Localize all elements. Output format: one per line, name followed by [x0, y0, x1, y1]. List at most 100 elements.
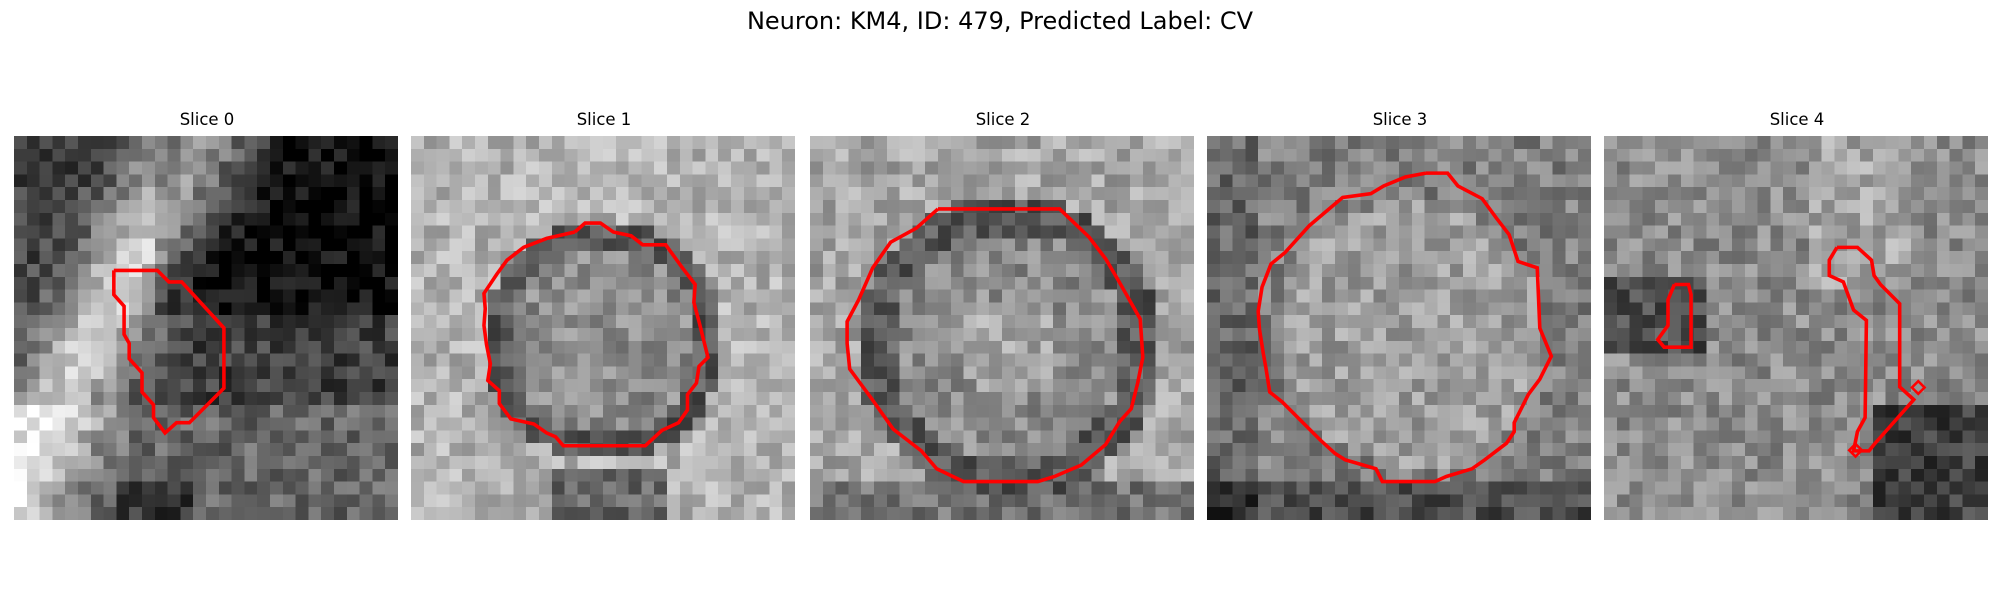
image-pixel — [1936, 161, 1950, 175]
image-pixel — [257, 328, 271, 342]
image-pixel — [1271, 212, 1285, 226]
image-pixel — [1386, 238, 1400, 252]
image-pixel — [14, 353, 28, 367]
image-pixel — [938, 251, 952, 265]
image-pixel — [1898, 315, 1912, 329]
image-pixel — [1335, 174, 1349, 188]
image-pixel — [1181, 161, 1194, 175]
image-pixel — [1245, 238, 1259, 252]
image-pixel — [1437, 340, 1451, 354]
image-pixel — [886, 468, 900, 482]
image-pixel — [756, 136, 770, 150]
image-pixel — [1847, 276, 1861, 290]
image-pixel — [1693, 481, 1707, 495]
image-pixel — [1066, 328, 1080, 342]
image-pixel — [231, 494, 245, 508]
image-pixel — [1360, 276, 1374, 290]
image-pixel — [551, 481, 565, 495]
image-pixel — [142, 443, 156, 457]
image-pixel — [822, 238, 836, 252]
image-pixel — [835, 468, 849, 482]
image-pixel — [1616, 456, 1630, 470]
image-pixel — [1309, 481, 1323, 495]
image-pixel — [39, 443, 53, 457]
image-pixel — [731, 404, 745, 418]
image-pixel — [539, 212, 553, 226]
image-pixel — [848, 392, 862, 406]
image-pixel — [1181, 353, 1194, 367]
image-pixel — [1911, 302, 1925, 316]
image-pixel — [1757, 430, 1771, 444]
image-pixel — [1142, 315, 1156, 329]
image-pixel — [1053, 392, 1067, 406]
image-pixel — [1962, 276, 1976, 290]
image-pixel — [1386, 264, 1400, 278]
image-pixel — [551, 161, 565, 175]
image-pixel — [756, 302, 770, 316]
image-pixel — [52, 366, 66, 380]
image-pixel — [615, 315, 629, 329]
image-pixel — [1578, 443, 1591, 457]
image-pixel — [52, 251, 66, 265]
image-pixel — [346, 340, 360, 354]
image-pixel — [1744, 456, 1758, 470]
image-pixel — [39, 238, 53, 252]
image-pixel — [1258, 302, 1272, 316]
image-pixel — [718, 251, 732, 265]
image-pixel — [103, 174, 117, 188]
image-pixel — [1770, 225, 1784, 239]
image-pixel — [1014, 136, 1028, 150]
image-pixel — [372, 251, 386, 265]
image-pixel — [577, 238, 591, 252]
image-pixel — [1629, 392, 1643, 406]
image-pixel — [912, 468, 926, 482]
image-pixel — [65, 212, 79, 226]
image-pixel — [539, 251, 553, 265]
image-pixel — [1219, 302, 1233, 316]
image-pixel — [1258, 212, 1272, 226]
image-pixel — [1565, 200, 1579, 214]
image-pixel — [1732, 136, 1746, 150]
image-pixel — [628, 148, 642, 162]
image-pixel — [1962, 379, 1976, 393]
image-pixel — [1962, 187, 1976, 201]
image-pixel — [334, 276, 348, 290]
image-pixel — [1770, 264, 1784, 278]
image-pixel — [1488, 302, 1502, 316]
image-pixel — [705, 251, 719, 265]
image-pixel — [1488, 136, 1502, 150]
image-pixel — [449, 315, 463, 329]
image-pixel — [500, 148, 514, 162]
image-pixel — [1821, 174, 1835, 188]
image-pixel — [731, 264, 745, 278]
image-pixel — [667, 366, 681, 380]
image-pixel — [1463, 340, 1477, 354]
image-pixel — [874, 507, 888, 520]
image-pixel — [1168, 315, 1182, 329]
image-pixel — [1821, 353, 1835, 367]
image-pixel — [564, 379, 578, 393]
image-pixel — [206, 136, 220, 150]
image-pixel — [39, 136, 53, 150]
image-pixel — [1424, 443, 1438, 457]
image-pixel — [1347, 174, 1361, 188]
image-pixel — [1053, 379, 1067, 393]
image-pixel — [1091, 404, 1105, 418]
image-pixel — [1488, 392, 1502, 406]
image-pixel — [822, 161, 836, 175]
image-pixel — [1117, 148, 1131, 162]
image-pixel — [848, 481, 862, 495]
image-pixel — [1616, 200, 1630, 214]
image-pixel — [475, 238, 489, 252]
image-pixel — [1539, 161, 1553, 175]
image-pixel — [1066, 340, 1080, 354]
image-pixel — [539, 225, 553, 239]
image-pixel — [1411, 353, 1425, 367]
image-pixel — [938, 238, 952, 252]
image-pixel — [1872, 251, 1886, 265]
image-pixel — [963, 289, 977, 303]
image-pixel — [116, 187, 130, 201]
image-pixel — [1924, 276, 1938, 290]
image-pixel — [385, 404, 398, 418]
image-pixel — [1130, 507, 1144, 520]
